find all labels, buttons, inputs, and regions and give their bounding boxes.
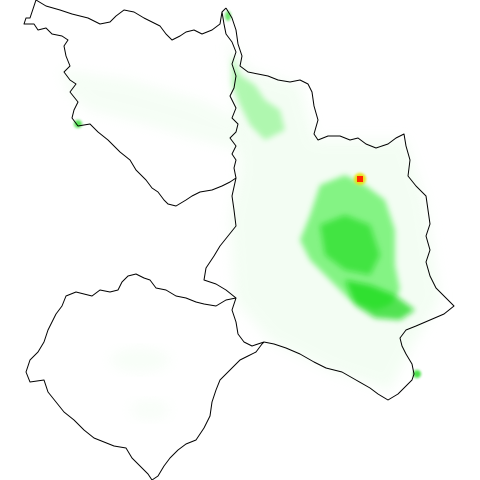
heat-region-east-south — [345, 280, 415, 320]
region-outline-north-top — [35, 0, 223, 41]
region-outline-north — [23, 0, 239, 207]
heat-patch-southwest — [130, 400, 170, 420]
heat-spot-south-edge — [413, 370, 421, 378]
heat-region-east-mid — [320, 215, 380, 275]
region-outlines — [23, 0, 455, 480]
region-outline-central — [203, 177, 265, 347]
region-outline-northeast — [225, 7, 455, 401]
heat-region-north-corridor — [232, 55, 285, 140]
heat-spot-north-tip — [225, 11, 231, 21]
heat-spot-northwest-edge — [74, 120, 82, 128]
hotspot-core — [357, 176, 363, 182]
region-outline-southwest — [25, 273, 265, 480]
heat-region-northwest — [60, 70, 240, 150]
heat-patch-west — [110, 348, 170, 372]
density-heat-layer — [60, 11, 440, 420]
